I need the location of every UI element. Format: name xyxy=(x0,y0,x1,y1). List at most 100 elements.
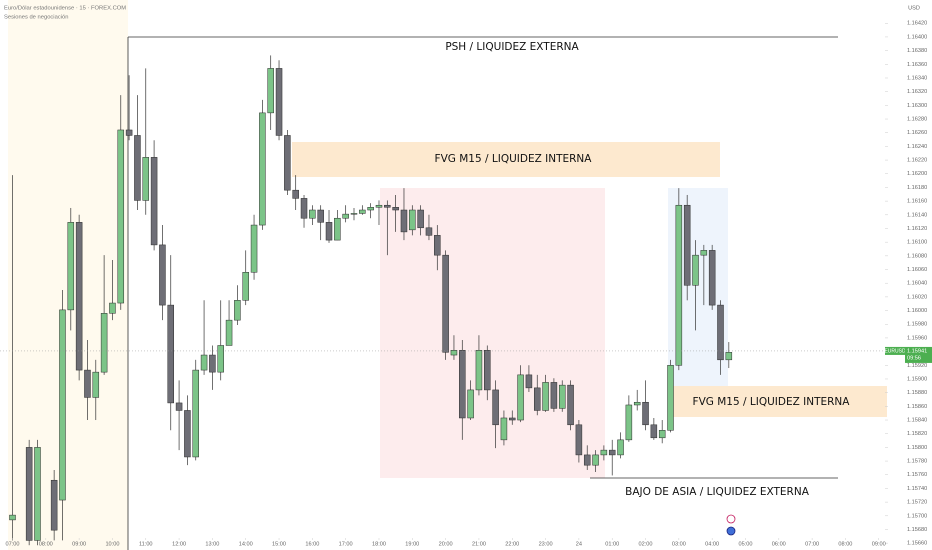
candle-body xyxy=(683,204,691,286)
event-icon[interactable] xyxy=(726,526,736,536)
y-tick-label: 1.16360 xyxy=(907,62,927,68)
x-tick-label: 08:00 xyxy=(39,541,53,547)
annotation: FVG M15 / LIQUIDEZ INTERNA xyxy=(435,153,593,165)
y-tick-label: 1.16160 xyxy=(907,199,927,205)
candle-body xyxy=(275,68,283,136)
fvg-zone xyxy=(668,386,887,417)
y-tick-label: 1.15760 xyxy=(907,472,927,478)
currency-label: USD xyxy=(908,5,920,11)
candle-body xyxy=(184,410,191,458)
candle-body xyxy=(200,354,208,371)
candle-body xyxy=(608,449,616,456)
candle-body xyxy=(192,369,199,458)
candle-body xyxy=(34,447,41,541)
annotation: PSH / LIQUIDEZ EXTERNA xyxy=(445,41,579,53)
y-tick-label: 1.15900 xyxy=(907,376,927,382)
y-tick-label: 1.16300 xyxy=(907,103,927,109)
candle-body xyxy=(92,371,100,398)
x-tick-label: 13:00 xyxy=(205,541,219,547)
candle-body xyxy=(359,209,366,214)
annotation: BAJO DE ASIA / LIQUIDEZ EXTERNA xyxy=(625,486,810,498)
candle-body xyxy=(225,319,233,346)
candle-body xyxy=(592,454,599,466)
candle-body xyxy=(9,514,16,521)
x-tick-label: 16:00 xyxy=(305,541,319,547)
candle-body xyxy=(658,430,666,439)
candle-body xyxy=(583,454,591,466)
candle-body xyxy=(517,374,524,421)
candle-body xyxy=(25,447,33,541)
countdown-label: 09:56 xyxy=(907,355,921,361)
x-tick-label: 11:00 xyxy=(139,541,153,547)
candle-body xyxy=(284,135,291,191)
candle-body xyxy=(475,349,483,391)
candle-body xyxy=(134,135,141,201)
y-tick-label: 1.15860 xyxy=(907,404,927,410)
y-tick-label: 1.16320 xyxy=(907,89,927,95)
candle-body xyxy=(450,349,458,356)
candle-body xyxy=(259,112,266,226)
y-tick-label: 1.15780 xyxy=(907,459,927,465)
y-tick-label: 1.16280 xyxy=(907,117,927,123)
fvg-zone xyxy=(292,142,720,177)
y-tick-label: 1.16240 xyxy=(907,144,927,150)
candle-body xyxy=(209,354,216,373)
chart-subtitle: Sesiones de negociación xyxy=(4,15,68,21)
candle-body xyxy=(384,204,391,208)
y-tick-label: 1.15960 xyxy=(907,335,927,341)
candle-body xyxy=(392,207,399,211)
candle-body xyxy=(175,402,183,411)
x-tick-label: 09:00 xyxy=(872,541,886,547)
x-tick-label: 07:00 xyxy=(805,541,819,547)
candle-body xyxy=(150,157,158,246)
x-tick-label: 07:00 xyxy=(5,541,19,547)
y-tick-label: 1.16220 xyxy=(907,158,927,164)
candle-body xyxy=(75,222,83,371)
candle-body xyxy=(400,209,408,233)
y-tick-label: 1.16340 xyxy=(907,75,927,81)
candle-body xyxy=(542,382,549,411)
y-tick-label: 1.16000 xyxy=(907,308,927,314)
event-icon[interactable] xyxy=(726,514,736,524)
candle-body xyxy=(425,227,433,236)
x-tick-label: 18:00 xyxy=(372,541,386,547)
candle-body xyxy=(234,300,241,321)
price-label: 1.15941 xyxy=(907,348,927,354)
candle-body xyxy=(67,222,75,311)
x-tick-label: 01:00 xyxy=(605,541,619,547)
candle-body xyxy=(467,389,474,419)
zones xyxy=(8,0,887,550)
candle-body xyxy=(550,382,558,409)
x-tick-label: 10:00 xyxy=(105,541,119,547)
candle-body xyxy=(675,204,683,366)
y-tick-label: 1.16080 xyxy=(907,253,927,259)
candle-body xyxy=(567,384,574,426)
candle-body xyxy=(250,224,258,273)
x-tick-label: 24 xyxy=(576,541,582,547)
y-tick-label: 1.16100 xyxy=(907,240,927,246)
y-tick-label: 1.15840 xyxy=(907,418,927,424)
candle-body xyxy=(617,439,624,456)
candle-body xyxy=(317,209,324,223)
y-tick-label: 1.16420 xyxy=(907,21,927,27)
y-tick-label: 1.15920 xyxy=(907,363,927,369)
y-tick-label: 1.16140 xyxy=(907,212,927,218)
candle-body xyxy=(484,349,491,391)
candle-body xyxy=(500,417,508,441)
candle-body xyxy=(717,304,724,361)
y-tick-label: 1.16020 xyxy=(907,294,927,300)
candle-body xyxy=(692,254,699,286)
candle-body xyxy=(267,68,274,114)
y-tick-label: 1.16200 xyxy=(907,171,927,177)
symbol-box xyxy=(885,346,905,355)
x-tick-label: 17:00 xyxy=(339,541,353,547)
candle-body xyxy=(109,302,116,314)
candle-body xyxy=(600,449,608,456)
y-tick-label: 1.16060 xyxy=(907,267,927,273)
candle-body xyxy=(417,209,424,229)
x-tick-label: 22:00 xyxy=(505,541,519,547)
y-tick-label: 1.15740 xyxy=(907,486,927,492)
y-tick-label: 1.15880 xyxy=(907,390,927,396)
x-tick-label: 05:00 xyxy=(738,541,752,547)
